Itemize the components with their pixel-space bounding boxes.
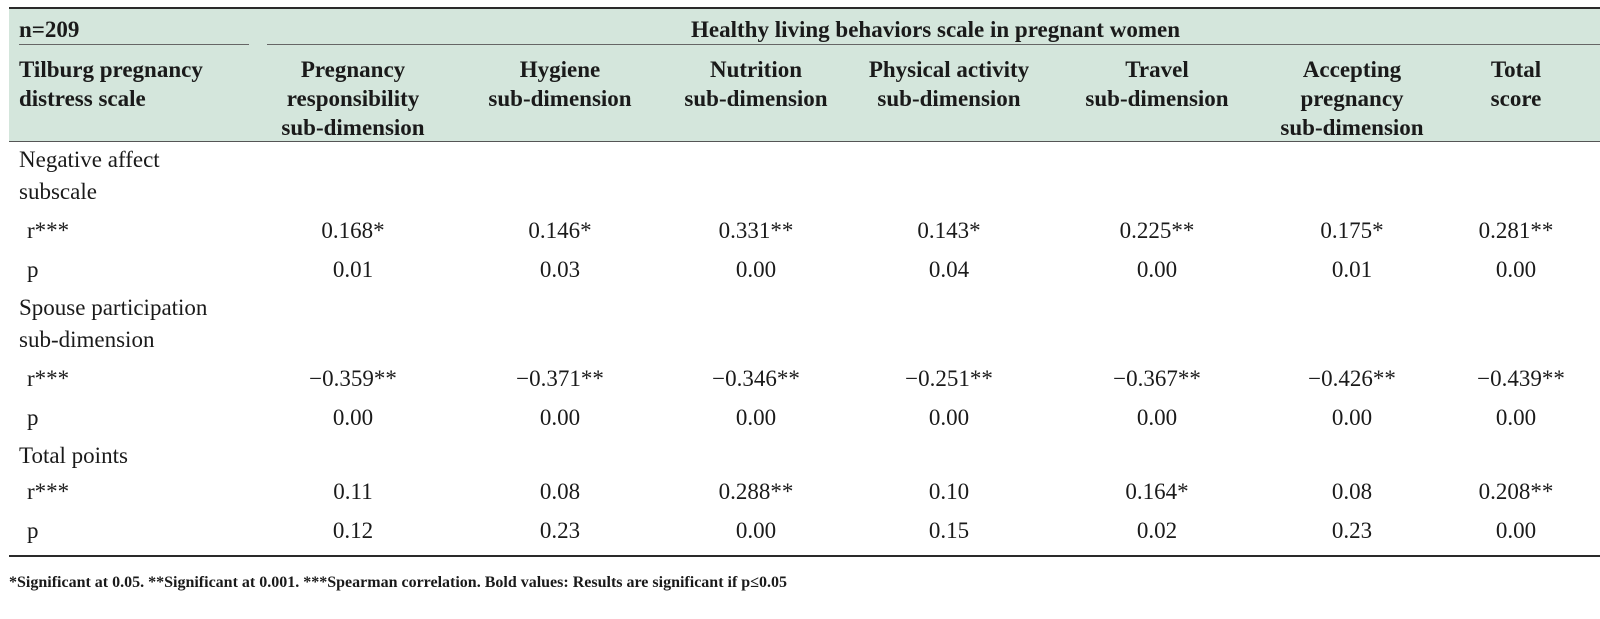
table-cell: 0.00 <box>735 405 777 430</box>
table-row: p 0.01 0.03 0.00 0.04 0.00 0.01 0.00 <box>9 253 1600 290</box>
table-row: p 0.00 0.00 0.00 0.00 0.00 0.00 0.00 <box>9 401 1600 438</box>
table-cell: 0.15 <box>928 518 970 543</box>
table-cell: 0.00 <box>1136 405 1178 430</box>
row-label: r*** <box>27 218 70 243</box>
table-cell: 0.08 <box>1331 479 1373 504</box>
row-label: p <box>27 518 39 543</box>
table-cell: −0.251** <box>905 366 993 391</box>
table-cell: 0.23 <box>539 518 581 543</box>
table-cell: 0.00 <box>1495 518 1537 543</box>
table-cell: −0.367** <box>1113 366 1201 391</box>
table-cell: 0.00 <box>1495 257 1537 282</box>
table-cell: 0.225** <box>1119 218 1195 243</box>
table-cell: 0.11 <box>333 479 373 504</box>
table-footnote: *Significant at 0.05. **Significant at 0… <box>9 574 787 591</box>
table-cell: 0.01 <box>332 257 374 282</box>
correlation-table: n=209 Healthy living behaviors scale in … <box>9 7 1600 557</box>
column-header-nutrition: Nutrition sub-dimension <box>684 57 828 111</box>
sample-size: n=209 <box>19 17 80 42</box>
row-label: r*** <box>27 366 70 391</box>
table-cell: 0.168* <box>321 218 385 243</box>
table-cell: 0.288** <box>718 479 794 504</box>
table-cell: 0.04 <box>928 257 970 282</box>
column-header-hygiene: Hygiene sub-dimension <box>488 57 632 111</box>
table-cell: 0.331** <box>718 218 794 243</box>
header-columns-row: Tilburg pregnancy distress scale Pregnan… <box>9 45 1600 142</box>
table-cell: 0.12 <box>332 518 374 543</box>
table-cell: 0.208** <box>1478 479 1554 504</box>
table-cell: 0.00 <box>1331 405 1373 430</box>
group-label-negative-affect: Negative affect subscale <box>19 147 160 204</box>
table-cell: 0.00 <box>1495 405 1537 430</box>
table-cell: 0.146* <box>528 218 592 243</box>
table-cell: 0.00 <box>928 405 970 430</box>
table-cell: 0.02 <box>1136 518 1178 543</box>
table-cell: 0.00 <box>1136 257 1178 282</box>
table-cell: −0.371** <box>516 366 604 391</box>
column-header-pregnancy-responsibility: Pregnancy responsibility sub-dimension <box>281 57 425 140</box>
header-rule-left <box>19 44 249 45</box>
group-label-total-points: Total points <box>19 443 128 468</box>
table-row: r*** −0.359** −0.371** −0.346** −0.251**… <box>9 362 1600 399</box>
row-label: p <box>27 257 39 282</box>
table-row: r*** 0.168* 0.146* 0.331** 0.143* 0.225*… <box>9 214 1600 251</box>
column-header-total-score: Total score <box>1490 57 1542 111</box>
row-header: Tilburg pregnancy distress scale <box>19 57 203 111</box>
table-title: Healthy living behaviors scale in pregna… <box>691 17 1180 42</box>
table-cell: −0.346** <box>712 366 800 391</box>
table-cell: 0.10 <box>928 479 970 504</box>
table-row: p 0.12 0.23 0.00 0.15 0.02 0.23 0.00 <box>9 514 1600 551</box>
column-header-physical-activity: Physical activity sub-dimension <box>868 57 1030 111</box>
table-cell: 0.143* <box>917 218 981 243</box>
table-cell: −0.439** <box>1477 366 1565 391</box>
row-label: p <box>27 405 39 430</box>
column-header-accepting-pregnancy: Accepting pregnancy sub-dimension <box>1280 57 1424 140</box>
table-cell: 0.23 <box>1331 518 1373 543</box>
header-top-row: n=209 Healthy living behaviors scale in … <box>9 9 1600 45</box>
table-cell: −0.426** <box>1308 366 1396 391</box>
table-cell: 0.08 <box>539 479 581 504</box>
table-cell: 0.03 <box>539 257 581 282</box>
table-body: Negative affect subscale r*** 0.168* 0.14… <box>9 142 1600 557</box>
table-cell: −0.359** <box>309 366 397 391</box>
table-cell: 0.00 <box>735 518 777 543</box>
table-cell: 0.164* <box>1125 479 1189 504</box>
row-label: r*** <box>27 479 70 504</box>
table-cell: 0.00 <box>735 257 777 282</box>
column-header-travel: Travel sub-dimension <box>1085 57 1229 111</box>
table-header: n=209 Healthy living behaviors scale in … <box>9 7 1600 142</box>
table-cell: 0.281** <box>1478 218 1554 243</box>
table-cell: 0.175* <box>1320 218 1384 243</box>
table-cell: 0.00 <box>539 405 581 430</box>
header-rule-right <box>267 44 1600 45</box>
table-row: r*** 0.11 0.08 0.288** 0.10 0.164* 0.08 … <box>9 475 1600 512</box>
table-cell: 0.00 <box>332 405 374 430</box>
table-cell: 0.01 <box>1331 257 1373 282</box>
group-label-spouse-participation: Spouse participation sub-dimension <box>19 295 208 352</box>
